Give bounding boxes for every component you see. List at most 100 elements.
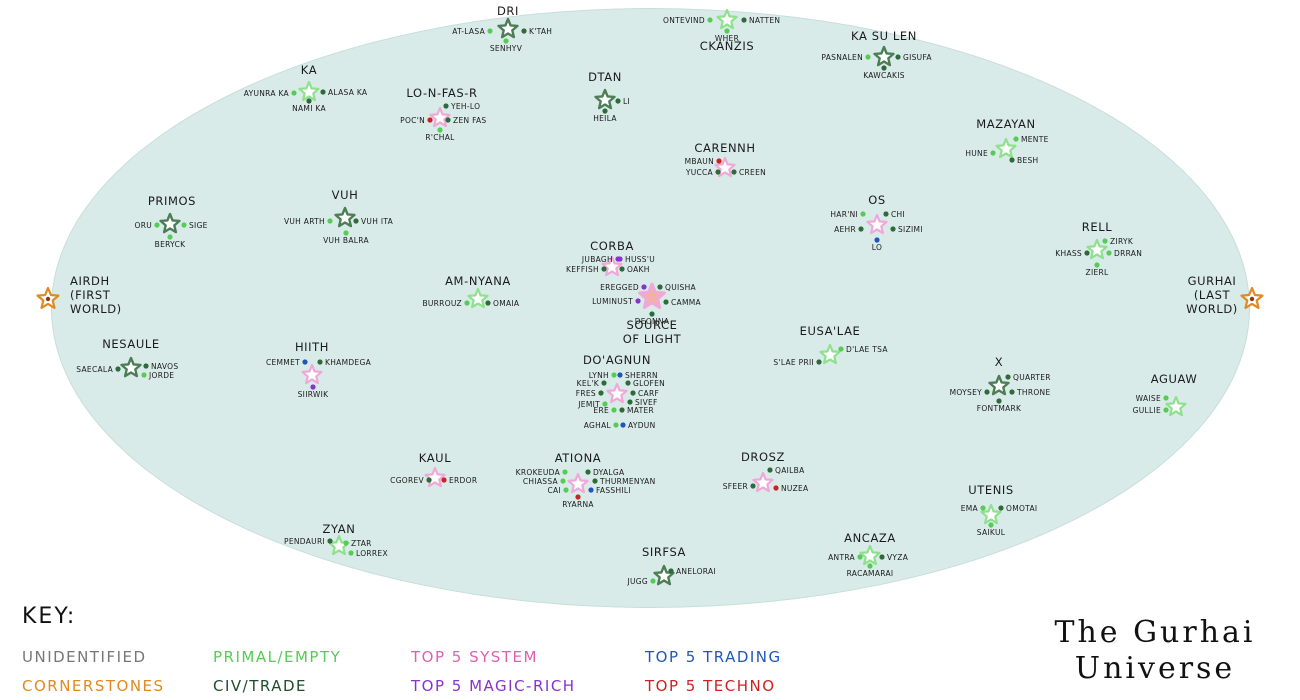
planet-dot-eusalae-0[interactable] [816, 359, 822, 365]
rell-star-icon[interactable] [1086, 238, 1108, 260]
planet-dot-drosz-2[interactable] [773, 485, 779, 491]
system-ancaza[interactable]: ANCAZA ANTRA VYZA RACAMARAI [828, 531, 909, 578]
system-carennh[interactable]: CARENNH MBAUN YUCCA CREEN [685, 141, 766, 178]
planet-dot-rell-2[interactable] [1106, 250, 1112, 256]
drosz-star-icon[interactable] [752, 471, 774, 493]
vuh-star-icon[interactable] [334, 206, 356, 228]
planet-dot-doagnun-10[interactable] [613, 422, 619, 428]
planet-dot-ationa-5[interactable] [588, 487, 594, 493]
planet-dot-carennh-0[interactable] [716, 158, 722, 164]
planet-dot-nesaule-1[interactable] [143, 363, 149, 369]
ationa-star-icon[interactable] [567, 472, 589, 494]
nesaule-star-icon[interactable] [120, 356, 142, 378]
planet-dot-rell-0[interactable] [1102, 238, 1108, 244]
planet-dot-utenis-2[interactable] [988, 522, 994, 528]
planet-dot-rell-1[interactable] [1084, 250, 1090, 256]
planet-dot-doagnun-3[interactable] [625, 380, 631, 386]
planet-dot-sirfsa-1[interactable] [668, 568, 674, 574]
system-amnyana[interactable]: AM-NYANA BURROUZ OMAIA [422, 274, 520, 309]
planet-dot-mazayan-2[interactable] [1009, 157, 1015, 163]
planet-dot-ationa-6[interactable] [575, 494, 581, 500]
planet-dot-dri-2[interactable] [503, 38, 509, 44]
system-eusalae[interactable]: EUSA'LAE S'LAE PRII D'LAE TSA [773, 324, 888, 367]
system-x[interactable]: X QUARTER MOYSEY THRONE FONTMARK [950, 355, 1051, 413]
planet-dot-os-1[interactable] [883, 211, 889, 217]
system-sirfsa[interactable]: SIRFSA JUGG ANELORAI [626, 545, 715, 586]
planet-dot-dri-0[interactable] [487, 28, 493, 34]
planet-dot-dtan-1[interactable] [602, 108, 608, 114]
amnyana-star-icon[interactable] [467, 287, 489, 309]
planet-dot-utenis-1[interactable] [998, 505, 1004, 511]
planet-dot-x-1[interactable] [984, 389, 990, 395]
system-ationa[interactable]: ATIONA KROKEUDA DYALGA CHIASSA THURMENYAN CAI… [516, 451, 656, 509]
corba-star-icon[interactable] [601, 255, 623, 277]
planet-dot-amnyana-0[interactable] [464, 300, 470, 306]
planet-dot-dtan-0[interactable] [615, 98, 621, 104]
system-mazayan[interactable]: MAZAYAN MENTE HUNE BESH [965, 117, 1048, 165]
planet-dot-doagnun-8[interactable] [611, 407, 617, 413]
utenis-star-icon[interactable] [980, 503, 1002, 525]
planet-dot-kasulen-0[interactable] [865, 54, 871, 60]
planet-dot-carennh-1[interactable] [715, 169, 721, 175]
lonfasr-star-icon[interactable] [429, 106, 451, 128]
system-lonfasr[interactable]: LO-N-FAS-R YEH-LO POC'N ZEN FAS R'CHAL [400, 86, 486, 142]
planet-dot-ckanzis-0[interactable] [707, 17, 713, 23]
planet-dot-drosz-0[interactable] [767, 467, 773, 473]
planet-dot-x-0[interactable] [1005, 374, 1011, 380]
planet-dot-ka-1[interactable] [320, 89, 326, 95]
mazayan-star-icon[interactable] [995, 137, 1017, 159]
planet-dot-source-4[interactable] [649, 311, 655, 317]
system-ckanzis[interactable]: CKANZIS ONTEVIND NATTEN WHER [663, 8, 780, 53]
source-star-icon[interactable] [638, 282, 666, 309]
planet-dot-nesaule-0[interactable] [115, 366, 121, 372]
primos-star-icon[interactable] [159, 212, 181, 234]
dri-star-icon[interactable] [497, 17, 519, 39]
planet-dot-ationa-2[interactable] [560, 478, 566, 484]
system-dtan[interactable]: DTAN LI HEILA [588, 70, 630, 123]
kaul-star-icon[interactable] [424, 466, 446, 488]
planet-dot-corba-1[interactable] [617, 256, 623, 262]
planet-dot-carennh-2[interactable] [731, 169, 737, 175]
planet-dot-doagnun-11[interactable] [620, 422, 626, 428]
system-rell[interactable]: RELL ZIRYK KHASS DRRAN ZIERL [1055, 220, 1142, 277]
planet-dot-ka-2[interactable] [306, 98, 312, 104]
planet-dot-os-0[interactable] [860, 211, 866, 217]
system-dri[interactable]: DRI AT-LASA K'TAH SENHYV [452, 4, 552, 53]
hiith-star-icon[interactable] [301, 363, 323, 385]
planet-dot-aguaw-1[interactable] [1163, 407, 1169, 413]
planet-dot-x-3[interactable] [996, 398, 1002, 404]
system-primos[interactable]: PRIMOS ORU SIGE BERYCK [134, 194, 207, 249]
ancaza-star-icon[interactable] [859, 544, 881, 566]
planet-dot-os-3[interactable] [890, 226, 896, 232]
system-utenis[interactable]: UTENIS EMA OMOTAI SAIKUL [961, 483, 1038, 537]
planet-dot-corba-3[interactable] [619, 266, 625, 272]
system-os[interactable]: OS HAR'NI CHI AEHR SIZIMI LO [830, 193, 922, 252]
system-hiith[interactable]: HIITH CEMMET KHAMDEGA SIIRWIK [266, 340, 372, 399]
planet-dot-hiith-2[interactable] [310, 384, 316, 390]
system-kasulen[interactable]: KA SU LEN PASNALEN GISUFA KAWCAKIS [821, 29, 932, 80]
planet-dot-source-1[interactable] [657, 284, 663, 290]
planet-dot-ationa-1[interactable] [585, 469, 591, 475]
planet-dot-ka-0[interactable] [291, 90, 297, 96]
planet-dot-doagnun-7[interactable] [627, 399, 633, 405]
planet-dot-dri-1[interactable] [521, 28, 527, 34]
planet-dot-doagnun-2[interactable] [601, 380, 607, 386]
planet-dot-vuh-1[interactable] [353, 218, 359, 224]
planet-dot-mazayan-1[interactable] [990, 150, 996, 156]
os-star-icon[interactable] [866, 213, 888, 235]
system-drosz[interactable]: DROSZ QAILBA SFEER NUZEA [723, 450, 809, 493]
planet-dot-kasulen-1[interactable] [895, 54, 901, 60]
planet-dot-doagnun-0[interactable] [611, 372, 617, 378]
planet-dot-doagnun-5[interactable] [630, 390, 636, 396]
planet-dot-eusalae-1[interactable] [838, 346, 844, 352]
planet-dot-x-2[interactable] [1009, 389, 1015, 395]
planet-dot-lonfasr-1[interactable] [427, 117, 433, 123]
aguaw-star-icon[interactable] [1165, 395, 1187, 417]
planet-dot-nesaule-2[interactable] [141, 372, 147, 378]
planet-dot-kaul-1[interactable] [441, 477, 447, 483]
planet-dot-drosz-1[interactable] [750, 483, 756, 489]
system-corba[interactable]: CORBA JUBAGH HUSS'U KEFFISH OAKH [566, 239, 655, 277]
